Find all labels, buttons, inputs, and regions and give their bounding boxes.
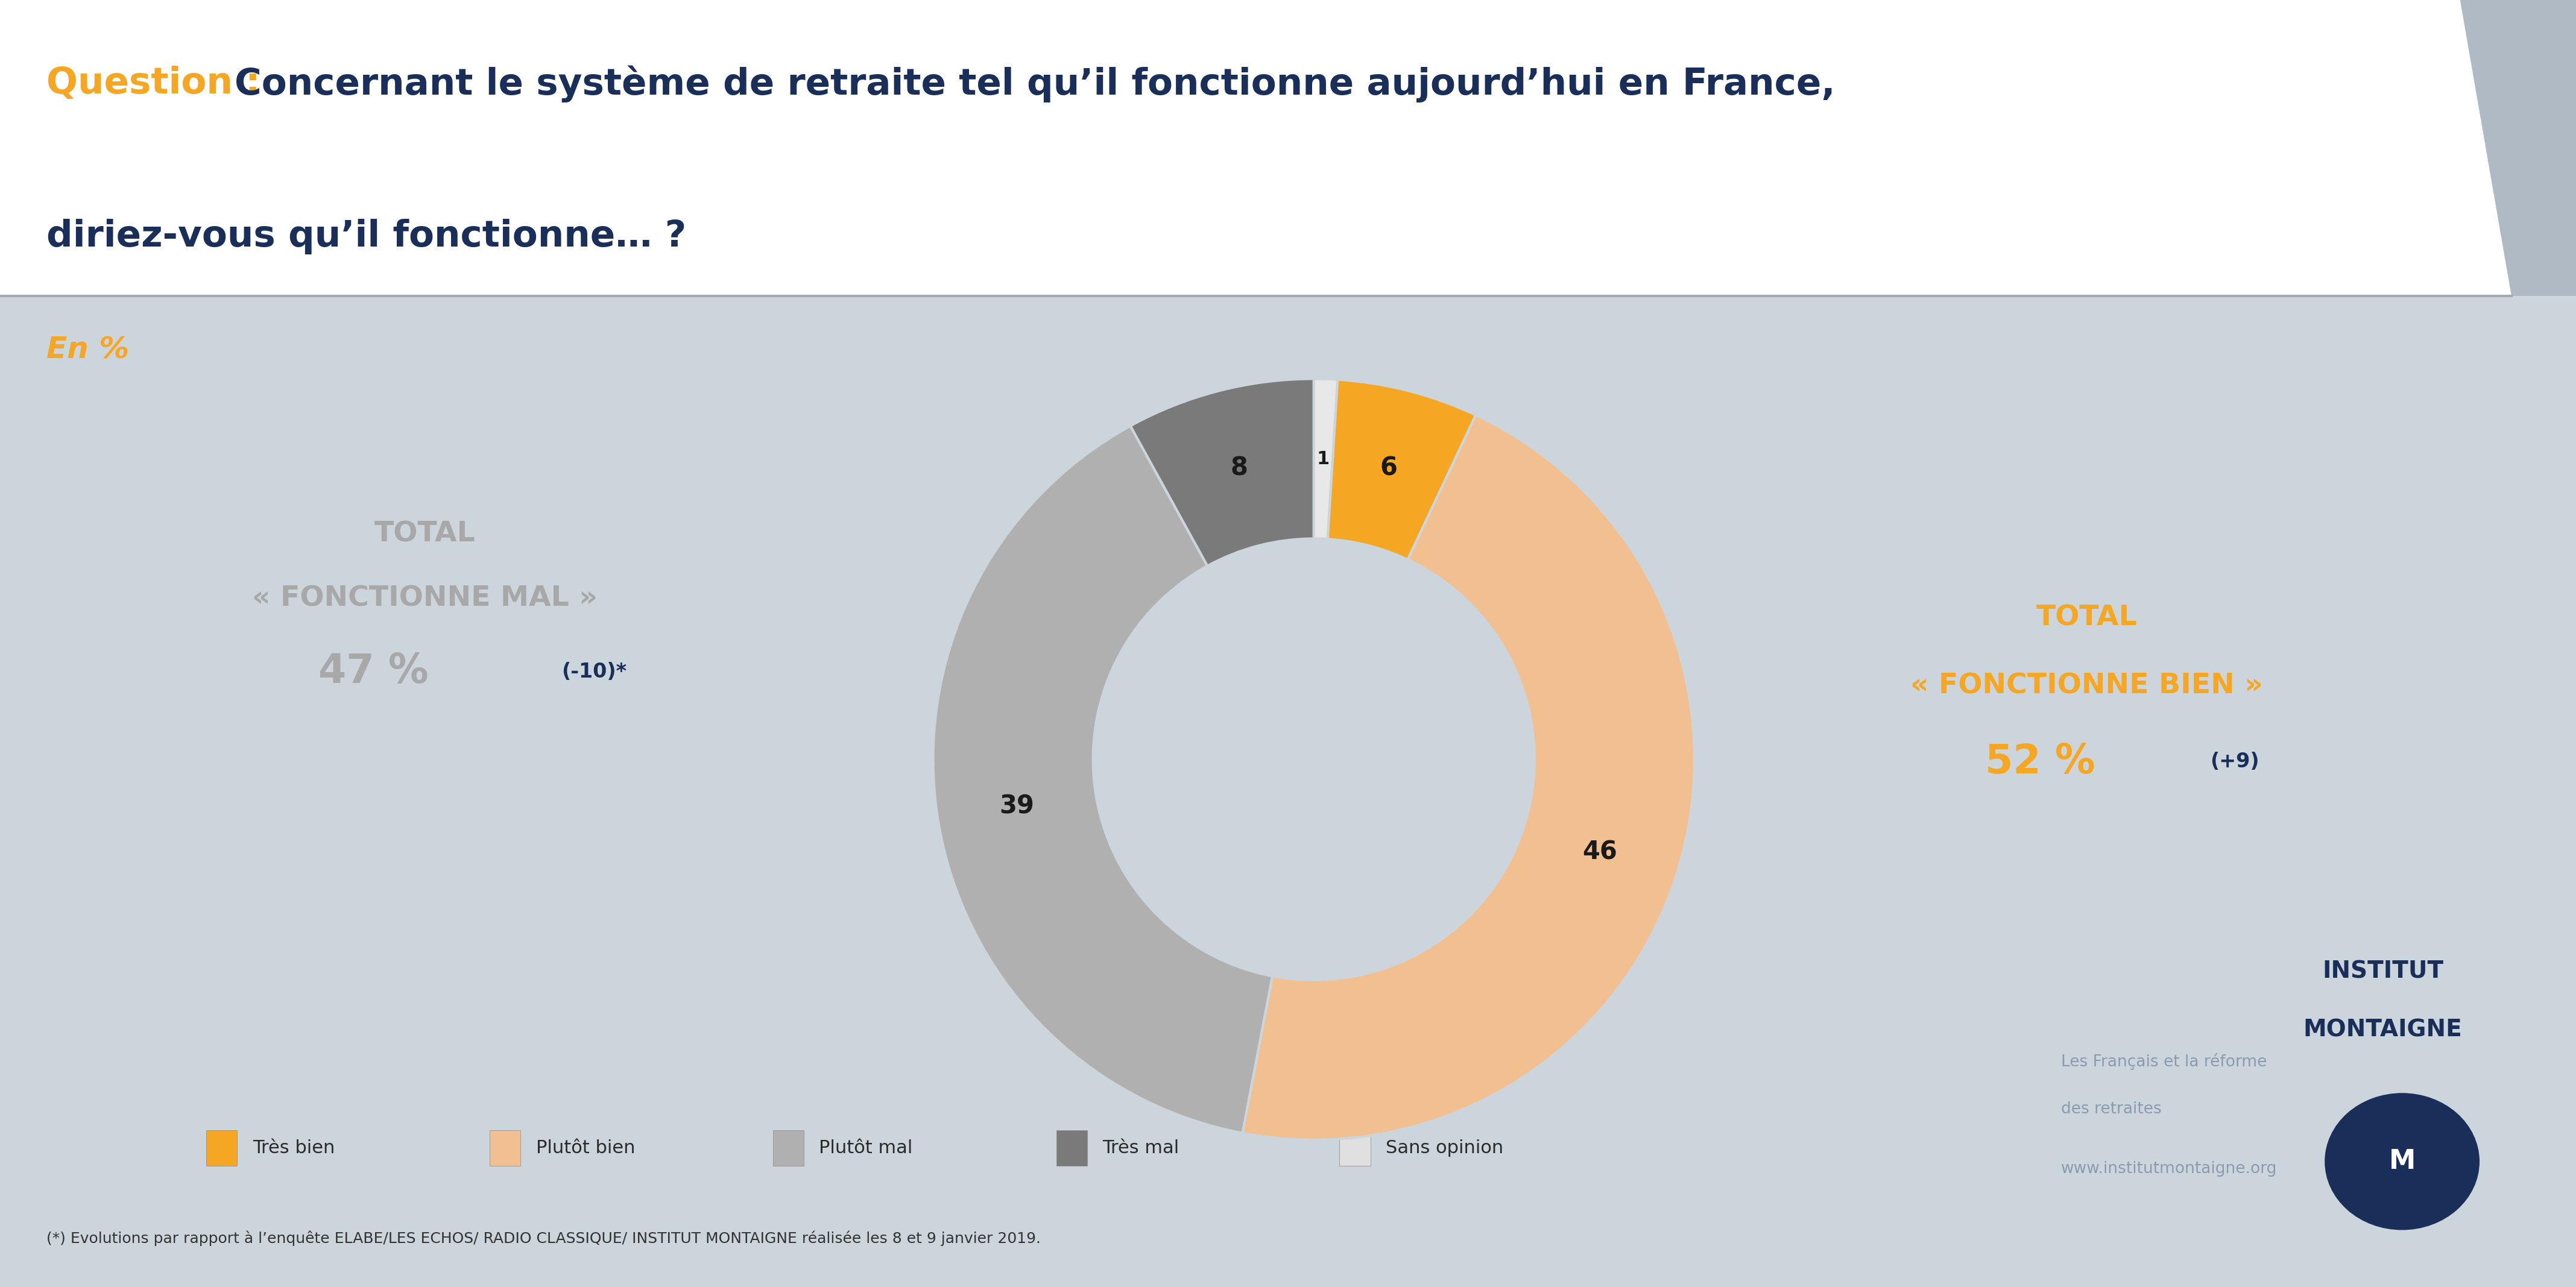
Text: MONTAIGNE: MONTAIGNE — [2303, 1018, 2463, 1041]
Wedge shape — [1131, 378, 1314, 566]
Text: 52 %: 52 % — [1986, 743, 2094, 781]
Text: (-10)*: (-10)* — [562, 662, 626, 682]
Text: 39: 39 — [999, 794, 1033, 819]
FancyBboxPatch shape — [489, 1130, 520, 1166]
FancyBboxPatch shape — [1056, 1130, 1087, 1166]
Text: 47 %: 47 % — [319, 653, 428, 691]
Text: des retraites: des retraites — [2061, 1102, 2161, 1117]
Text: 8: 8 — [1231, 456, 1247, 481]
FancyBboxPatch shape — [206, 1130, 237, 1166]
Text: Plutôt mal: Plutôt mal — [819, 1139, 912, 1157]
Wedge shape — [1327, 380, 1476, 560]
Text: M: M — [2388, 1148, 2416, 1175]
Text: Les Français et la réforme: Les Français et la réforme — [2061, 1053, 2267, 1071]
Text: (+9): (+9) — [2210, 752, 2259, 772]
FancyBboxPatch shape — [773, 1130, 804, 1166]
Polygon shape — [0, 0, 2512, 296]
Text: Question :: Question : — [46, 66, 273, 102]
Text: (*) Evolutions par rapport à l’enquête ELABE/LES ECHOS/ RADIO CLASSIQUE/ INSTITU: (*) Evolutions par rapport à l’enquête E… — [46, 1230, 1041, 1246]
Text: Concernant le système de retraite tel qu’il fonctionne aujourd’hui en France,: Concernant le système de retraite tel qu… — [234, 66, 1834, 102]
Text: TOTAL: TOTAL — [374, 520, 477, 548]
Wedge shape — [1242, 414, 1695, 1140]
Text: INSTITUT: INSTITUT — [2321, 960, 2445, 983]
Polygon shape — [2460, 0, 2576, 296]
Text: « FONCTIONNE MAL »: « FONCTIONNE MAL » — [252, 584, 598, 613]
Text: 46: 46 — [1582, 839, 1618, 865]
Text: Sans opinion: Sans opinion — [1386, 1139, 1504, 1157]
Text: TOTAL: TOTAL — [2035, 604, 2138, 632]
Text: Très bien: Très bien — [252, 1139, 335, 1157]
Circle shape — [2326, 1094, 2478, 1229]
Text: En %: En % — [46, 336, 129, 364]
Text: 6: 6 — [1381, 456, 1396, 481]
Text: 1: 1 — [1316, 450, 1329, 467]
Circle shape — [1092, 539, 1535, 979]
FancyBboxPatch shape — [1340, 1130, 1370, 1166]
Text: Plutôt bien: Plutôt bien — [536, 1139, 636, 1157]
Text: diriez-vous qu’il fonctionne… ?: diriez-vous qu’il fonctionne… ? — [46, 219, 685, 255]
Text: « FONCTIONNE BIEN »: « FONCTIONNE BIEN » — [1911, 672, 2262, 700]
Wedge shape — [1314, 378, 1337, 539]
Text: www.institutmontaigne.org: www.institutmontaigne.org — [2061, 1161, 2277, 1176]
Wedge shape — [933, 426, 1273, 1133]
Text: Très mal: Très mal — [1103, 1139, 1180, 1157]
